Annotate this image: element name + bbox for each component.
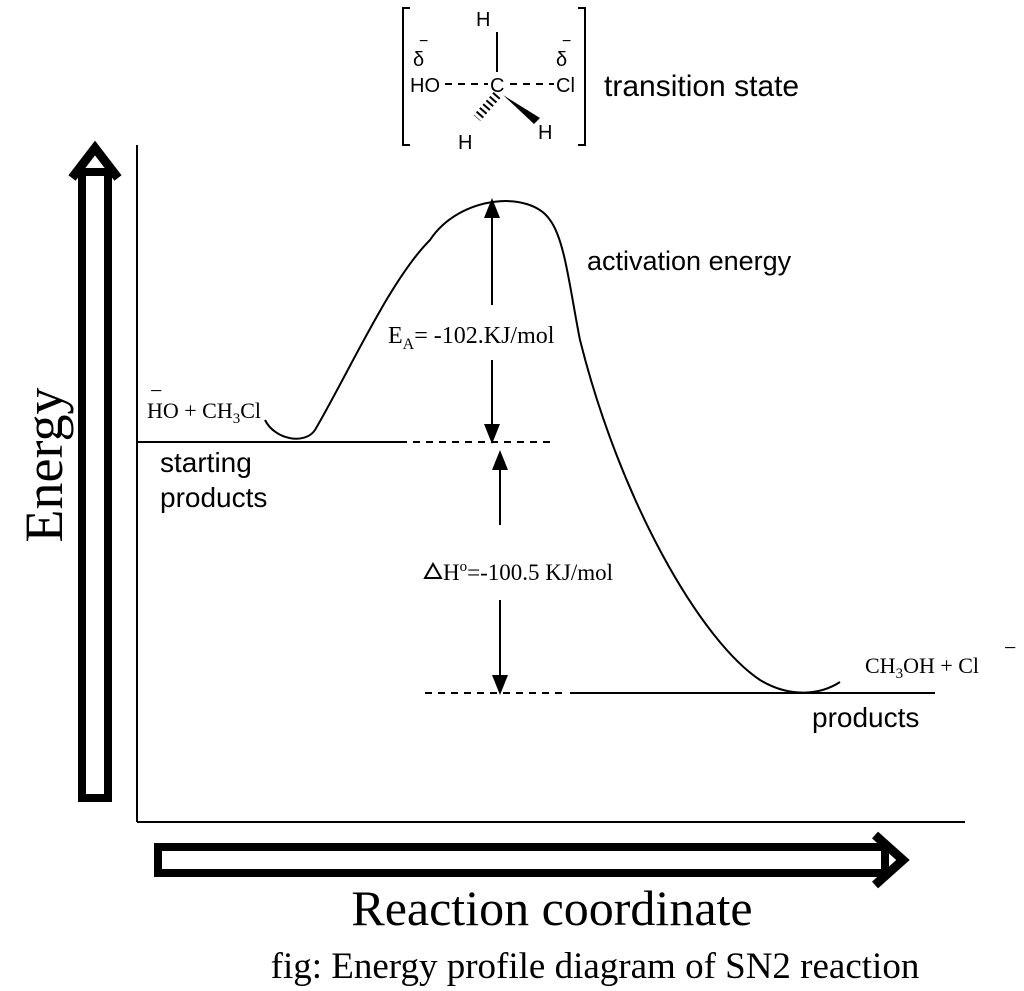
bracket-left — [402, 7, 410, 146]
reaction-arrow-head — [872, 831, 910, 889]
reactant-label: products — [160, 482, 267, 513]
delta: δ — [413, 49, 424, 71]
ea-subscript: A — [403, 336, 415, 353]
formula-part: OH + Cl — [903, 653, 979, 678]
carbon: C — [490, 75, 504, 97]
product-formula: CH3OH + Cl — [865, 653, 979, 682]
reactant-label: starting — [160, 447, 252, 478]
dh-value: =-100.5 KJ/mol — [467, 560, 613, 585]
reaction-arrow — [154, 843, 889, 877]
y-axis-label: Energy — [14, 388, 74, 543]
solid-wedge — [503, 95, 540, 124]
ea-label: EA= -102.KJ/mol — [388, 323, 555, 353]
ea-value: = -102.KJ/mol — [414, 323, 555, 349]
hydrogen: H — [476, 9, 490, 31]
x-axis-label: Reaction coordinate — [351, 880, 752, 936]
charge-sign: − — [419, 33, 428, 50]
bracket-right — [578, 7, 586, 146]
formula-part: HO + CH — [147, 398, 233, 423]
formula-part: CH — [865, 653, 896, 678]
leaving-group: Cl — [556, 75, 575, 97]
transition-state-label: transition state — [604, 70, 799, 103]
dh-superscript: o — [460, 559, 468, 575]
formula-subscript: 3 — [233, 411, 241, 427]
reactant-formula: HO + CH3Cl — [147, 398, 261, 427]
ea-symbol: E — [388, 323, 403, 349]
hashed-wedge — [473, 92, 501, 121]
formula-subscript: 3 — [896, 666, 904, 682]
nucleophile: HO — [410, 75, 440, 97]
product-label: products — [812, 702, 919, 733]
dh-label: Ho=-100.5 KJ/mol — [443, 559, 613, 585]
caption: fig: Energy profile diagram of SN2 react… — [271, 946, 920, 987]
hydrogen: H — [538, 122, 552, 144]
energy-curve — [264, 200, 841, 694]
charge-sign: − — [562, 33, 571, 50]
formula-part: Cl — [240, 398, 261, 423]
product-sign: − — [1004, 635, 1016, 660]
energy-arrow — [78, 168, 112, 802]
reactant-sign: − — [150, 378, 162, 403]
energy-arrow-head — [68, 140, 122, 181]
delta: δ — [556, 49, 567, 71]
hydrogen: H — [458, 132, 472, 154]
dh-symbol: H — [443, 560, 460, 585]
delta-triangle — [423, 561, 443, 579]
activation-label: activation energy — [587, 246, 792, 276]
